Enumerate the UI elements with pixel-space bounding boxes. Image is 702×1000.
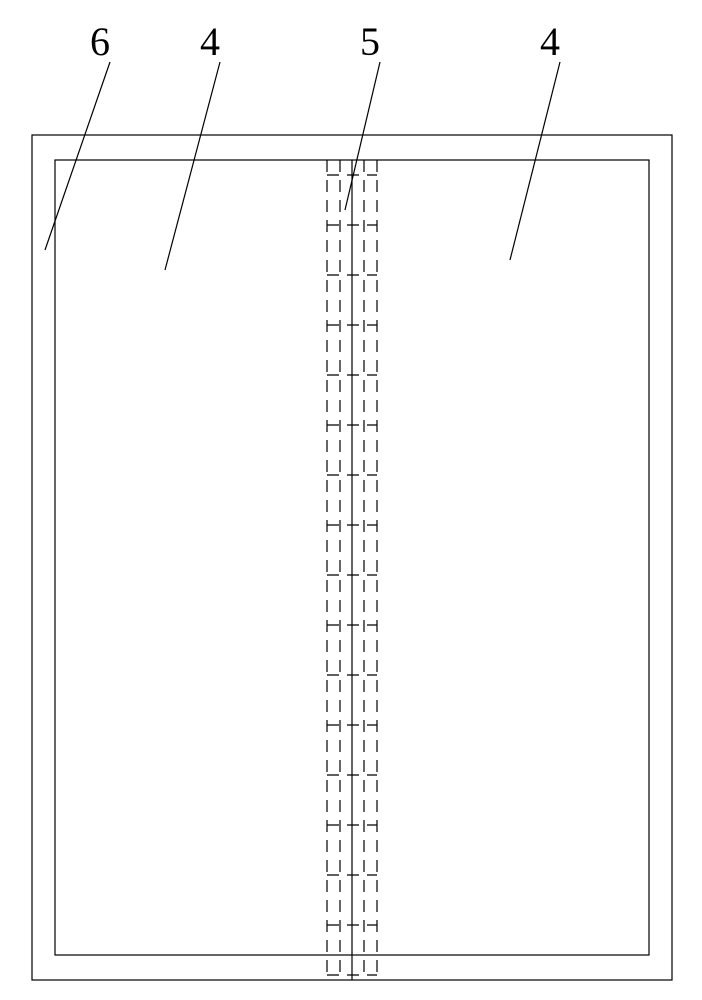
leader-4-right bbox=[510, 62, 560, 260]
label-5: 5 bbox=[360, 19, 380, 64]
technical-diagram: 6 4 5 4 bbox=[0, 0, 702, 1000]
leader-4-left bbox=[165, 62, 220, 270]
leader-5 bbox=[345, 62, 380, 210]
label-4-left: 4 bbox=[200, 19, 220, 64]
leader-6 bbox=[45, 62, 110, 250]
label-6: 6 bbox=[90, 19, 110, 64]
label-4-right: 4 bbox=[540, 19, 560, 64]
